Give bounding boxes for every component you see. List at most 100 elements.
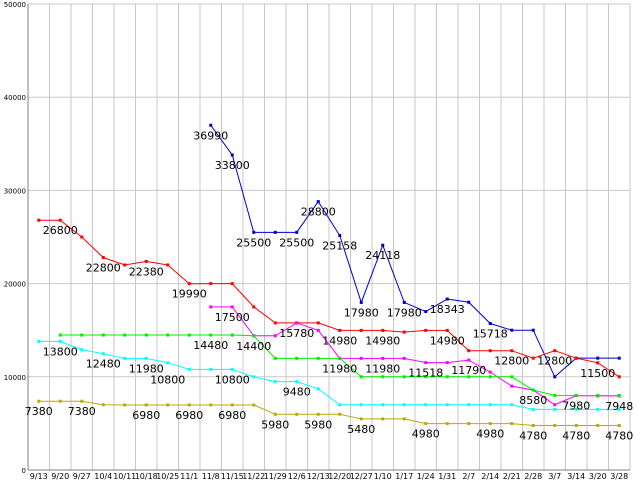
- data-point: [123, 263, 127, 267]
- x-tick-label: 11/15: [221, 472, 244, 480]
- data-point: [338, 234, 342, 238]
- data-point: [488, 375, 492, 379]
- x-tick-label: 3/28: [610, 472, 628, 480]
- data-point: [252, 334, 256, 338]
- data-labels: 36990 33800 28800 26800 25500 25500 25158 24118…: [25, 129, 634, 442]
- data-label: 8580: [519, 394, 547, 407]
- data-point: [101, 352, 105, 356]
- data-point: [488, 370, 492, 374]
- data-point: [596, 423, 600, 427]
- data-label: 22380: [129, 265, 164, 278]
- grid: [27, 3, 631, 471]
- data-label: 11980: [322, 362, 357, 375]
- data-point: [338, 328, 342, 332]
- data-point: [617, 407, 621, 411]
- data-point: [424, 403, 428, 407]
- data-point: [359, 356, 363, 360]
- axes: [27, 4, 630, 471]
- data-label: 4780: [519, 429, 547, 442]
- series-line-5: [38, 340, 620, 410]
- data-point: [316, 387, 320, 391]
- y-axis-ticks: 0 10000 20000 30000 40000 50000: [4, 1, 26, 475]
- series-lines: [38, 124, 620, 426]
- data-point: [617, 423, 621, 427]
- x-tick-label: 12/6: [288, 472, 306, 480]
- x-tick-label: 3/7: [548, 472, 561, 480]
- data-label: 13800: [43, 345, 78, 358]
- data-point: [37, 218, 41, 222]
- data-point: [381, 243, 385, 247]
- data-label: 22800: [86, 262, 121, 275]
- data-point: [359, 403, 363, 407]
- data-point: [553, 375, 557, 379]
- data-point: [445, 361, 449, 365]
- data-point: [273, 412, 277, 416]
- data-point: [553, 403, 557, 407]
- x-tick-label: 2/28: [524, 472, 542, 480]
- x-tick-label: 3/14: [567, 472, 585, 480]
- data-point: [144, 356, 148, 360]
- data-point: [144, 403, 148, 407]
- data-label: 11518: [408, 367, 443, 380]
- data-point: [510, 384, 514, 388]
- data-point: [316, 328, 320, 332]
- data-point: [553, 407, 557, 411]
- data-point: [359, 328, 363, 332]
- data-point: [574, 423, 578, 427]
- data-point: [252, 230, 256, 234]
- data-point: [273, 356, 277, 360]
- series-line-2: [38, 219, 620, 378]
- data-point: [381, 417, 385, 421]
- data-label: 7380: [68, 405, 96, 418]
- data-point: [252, 403, 256, 407]
- data-point: [338, 356, 342, 360]
- data-label: 25500: [279, 236, 314, 249]
- data-point: [230, 333, 234, 337]
- data-point: [230, 282, 234, 286]
- x-tick-label: 9/20: [51, 472, 69, 480]
- data-label: 17980: [387, 306, 422, 319]
- data-label: 5980: [261, 418, 289, 431]
- data-point: [359, 417, 363, 421]
- data-label: 4780: [605, 429, 633, 442]
- data-point: [445, 422, 449, 426]
- data-point: [252, 305, 256, 309]
- data-label: 19990: [172, 288, 207, 301]
- data-point: [338, 403, 342, 407]
- data-point: [424, 422, 428, 426]
- x-tick-label: 11/29: [264, 472, 287, 480]
- data-point: [101, 333, 105, 337]
- data-point: [295, 356, 299, 360]
- data-point: [209, 282, 213, 286]
- series-points: [37, 123, 621, 427]
- data-point: [252, 375, 256, 379]
- data-label: 10800: [150, 373, 185, 386]
- data-point: [381, 403, 385, 407]
- x-tick-label: 1/10: [374, 472, 392, 480]
- data-label: 17980: [344, 306, 379, 319]
- data-point: [574, 356, 578, 360]
- data-point: [488, 349, 492, 353]
- data-point: [295, 230, 299, 234]
- data-point: [488, 322, 492, 326]
- data-point: [617, 375, 621, 379]
- data-label: 15718: [473, 328, 508, 341]
- data-point: [316, 356, 320, 360]
- data-point: [402, 375, 406, 379]
- data-point: [574, 407, 578, 411]
- data-label: 4980: [476, 428, 504, 441]
- data-point: [295, 380, 299, 384]
- data-point: [596, 356, 600, 360]
- x-tick-label: 9/27: [73, 472, 91, 480]
- data-point: [381, 356, 385, 360]
- data-point: [467, 300, 471, 304]
- series-line-6: [38, 400, 620, 426]
- data-point: [273, 334, 277, 338]
- data-label: 14980: [430, 334, 465, 347]
- data-point: [531, 407, 535, 411]
- x-tick-label: 3/20: [589, 472, 607, 480]
- data-point: [209, 305, 213, 309]
- data-point: [273, 380, 277, 384]
